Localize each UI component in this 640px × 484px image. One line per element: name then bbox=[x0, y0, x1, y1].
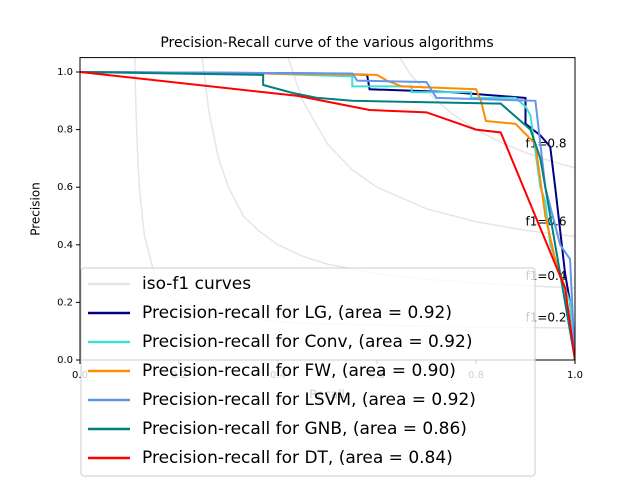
pr-curve bbox=[80, 71, 575, 360]
legend-label: Precision-recall for FW, (area = 0.90) bbox=[142, 361, 456, 381]
legend-label: Precision-recall for GNB, (area = 0.86) bbox=[142, 419, 467, 439]
y-tick-label: 0.2 bbox=[57, 297, 73, 308]
y-tick-label: 0.4 bbox=[57, 240, 73, 251]
legend-label: Precision-recall for Conv, (area = 0.92) bbox=[142, 332, 472, 352]
legend-label: Precision-recall for DT, (area = 0.84) bbox=[142, 448, 453, 468]
legend-label: iso-f1 curves bbox=[142, 274, 251, 294]
legend: iso-f1 curves Precision-recall for LG, (a… bbox=[80, 267, 536, 477]
y-axis-label: Precision bbox=[29, 182, 43, 236]
annotation: f1=0.2 bbox=[526, 310, 567, 324]
annotation: f1=0.8 bbox=[526, 137, 567, 151]
y-tick-label: 0.8 bbox=[57, 125, 73, 136]
legend-label: Precision-recall for LG, (area = 0.92) bbox=[142, 303, 452, 323]
chart-title: Precision-Recall curve of the various al… bbox=[160, 35, 493, 51]
pr-curve bbox=[80, 71, 575, 360]
x-tick-label: 0.0 bbox=[72, 370, 88, 381]
legend-label: Precision-recall for LSVM, (area = 0.92) bbox=[142, 390, 476, 410]
annotation: f1=0.4 bbox=[526, 269, 567, 283]
legend-box bbox=[80, 267, 536, 477]
x-tick-label: 1.0 bbox=[567, 370, 583, 381]
y-tick-label: 0.6 bbox=[57, 182, 73, 193]
y-tick-label: 1.0 bbox=[57, 67, 73, 78]
y-tick-label: 0.0 bbox=[57, 355, 73, 366]
pr-curve bbox=[80, 71, 575, 360]
iso-f1-curve bbox=[287, 57, 575, 238]
